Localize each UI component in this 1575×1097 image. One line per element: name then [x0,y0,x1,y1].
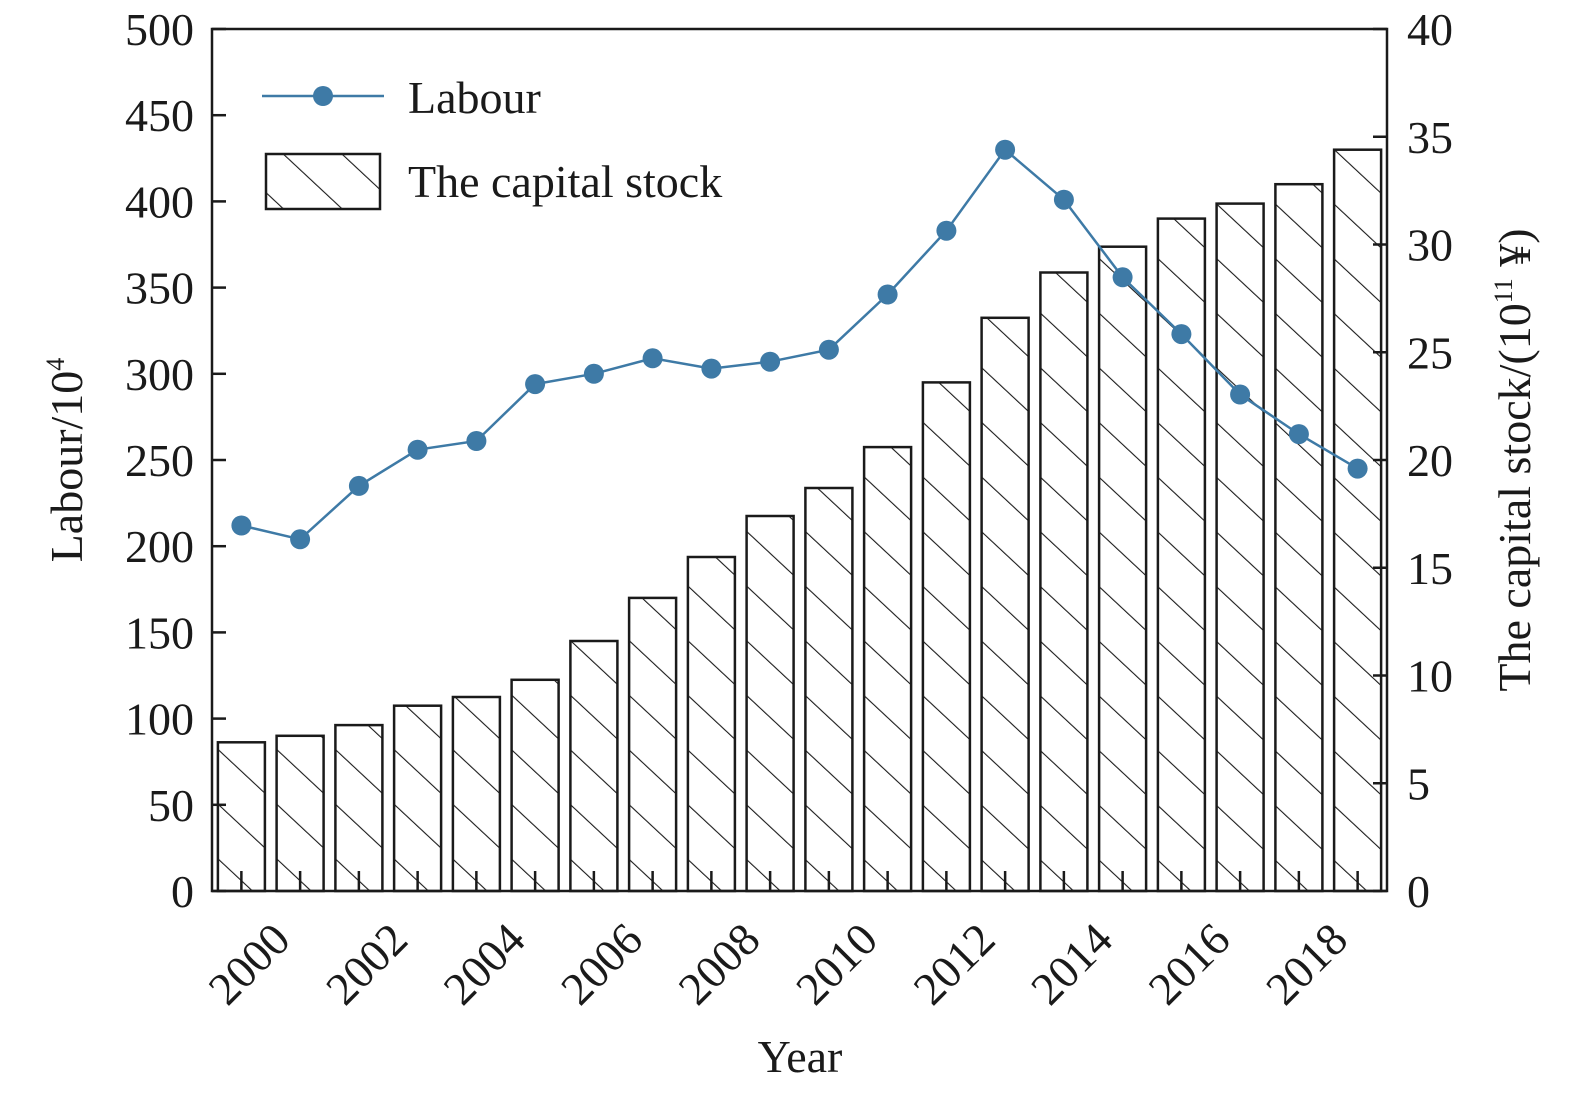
capital-stock-bar-2014 [1039,271,1089,893]
right-tick-label: 0 [1407,866,1430,917]
x-axis-title: Year [758,1031,843,1082]
labour-point-2017 [1230,384,1251,405]
capital-stock-bar-2007 [627,596,678,893]
capital-stock-bar-2006 [569,639,619,893]
right-tick-label: 25 [1407,327,1453,378]
labour-point-2019 [1347,458,1368,479]
labour-point-2008 [701,358,722,379]
right-tick-label: 40 [1407,4,1453,55]
labour-point-2003 [407,439,428,460]
left-y-axis-title: Labour/104 [41,358,92,563]
capital-stock-bar-2017 [1215,202,1265,893]
labour-point-2015 [1112,267,1133,288]
labour-point-2013 [995,139,1016,160]
right-tick-label: 15 [1407,543,1453,594]
labour-point-2002 [348,475,369,496]
x-tick-label: 2004 [434,913,535,1014]
capital-stock-bar-2015 [1097,245,1148,893]
labour-point-2006 [583,363,604,384]
left-tick-label: 150 [125,607,194,658]
left-tick-label: 0 [171,866,194,917]
legend-item-capital-stock: The capital stock [264,152,722,211]
capital-stock-bar-2018 [1274,182,1324,893]
labour-point-2018 [1288,424,1309,445]
labour-point-2011 [877,284,898,305]
right-tick-label: 30 [1407,220,1453,271]
labour-line [231,139,1368,550]
left-y-axis: 0 50 100 150 200 250 300 350 400 450 500 [125,4,226,917]
left-tick-label: 450 [125,90,194,141]
legend-label-capital-stock: The capital stock [408,156,722,207]
x-tick-label: 2006 [551,913,652,1014]
left-tick-label: 400 [125,176,194,227]
labour-point-2004 [466,431,487,451]
right-tick-label: 5 [1407,758,1430,809]
x-tick-label: 2002 [316,913,417,1014]
capital-stock-bar-2004 [451,695,502,893]
labour-point-2012 [936,220,957,241]
left-tick-label: 50 [148,780,194,831]
x-axis: 2000 2002 2004 2006 2008 2010 2012 2014 2016 2018 [199,871,1359,1014]
legend-label-labour: Labour [408,72,541,123]
capital-stock-bar-2011 [862,445,913,893]
capital-stock-bar-2012 [921,381,972,893]
capital-stock-bar-2000 [216,741,267,893]
labour-point-2000 [231,515,252,536]
right-tick-label: 20 [1407,435,1453,486]
x-tick-label: 2010 [786,913,887,1014]
x-tick-label: 2008 [669,913,770,1014]
right-tick-label: 35 [1407,112,1453,163]
capital-stock-bars [216,148,1383,893]
labour-point-2005 [525,374,546,395]
left-tick-label: 100 [125,694,194,745]
legend-item-labour: Labour [262,72,541,123]
labour-point-2009 [760,351,781,372]
x-tick-label: 2014 [1021,913,1122,1014]
left-tick-label: 200 [125,521,194,572]
labour-point-2001 [290,529,311,550]
legend-hatch-swatch [264,152,382,211]
x-tick-label: 2000 [199,913,300,1014]
right-y-axis-title: The capital stock/(1011 ¥) [1489,228,1540,691]
capital-stock-bar-2002 [334,723,384,893]
capital-stock-bar-2008 [686,555,737,893]
labour-point-2010 [818,339,839,360]
left-tick-label: 500 [125,4,194,55]
left-tick-label: 300 [125,349,194,400]
labour-point-2007 [642,348,663,369]
left-tick-label: 250 [125,435,194,486]
x-tick-label: 2016 [1139,913,1240,1014]
x-tick-label: 2012 [904,913,1005,1014]
capital-stock-bar-2010 [804,486,854,893]
labour-point-2016 [1171,324,1192,345]
capital-stock-bar-2013 [980,316,1030,893]
x-tick-label: 2018 [1256,913,1357,1014]
capital-stock-bar-2009 [745,514,795,893]
capital-stock-bar-2019 [1332,148,1383,893]
capital-stock-bar-2005 [510,678,560,893]
capital-stock-bar-2003 [392,704,443,893]
right-tick-label: 10 [1407,651,1453,702]
legend-marker-icon [313,86,333,106]
left-tick-label: 350 [125,263,194,314]
right-y-axis: 0 5 10 15 20 25 30 35 40 [1373,4,1453,917]
labour-point-2014 [1053,189,1074,210]
capital-stock-bar-2001 [275,734,325,893]
